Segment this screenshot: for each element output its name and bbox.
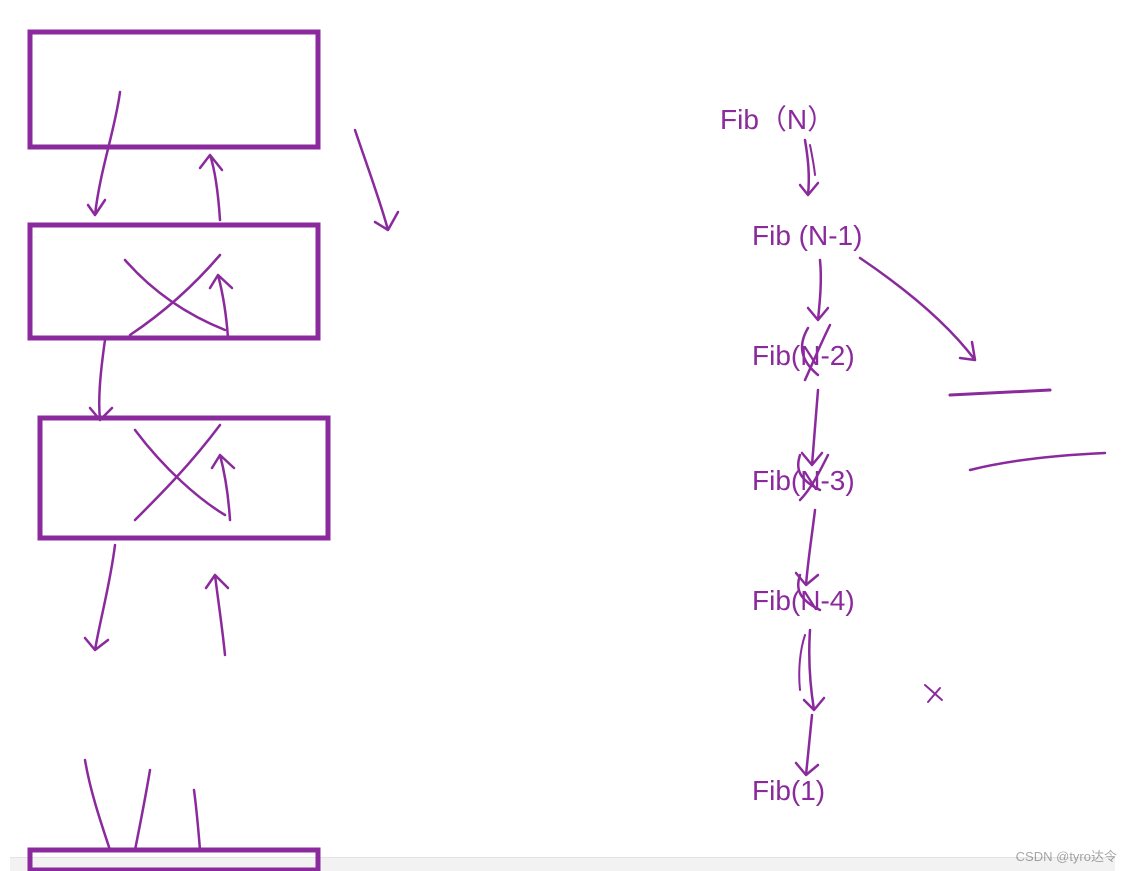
hand-stroke <box>85 760 110 850</box>
stack-frame-box <box>30 225 318 338</box>
fib-label: Fib(1) <box>752 775 825 807</box>
hand-stroke <box>950 390 1050 395</box>
stack-frame-box <box>40 418 328 538</box>
hand-stroke <box>808 260 828 320</box>
hand-stroke <box>802 390 822 465</box>
fib-label: Fib(N-2) <box>752 340 855 372</box>
hand-stroke <box>800 140 818 195</box>
hand-stroke <box>355 130 398 230</box>
hand-stroke <box>860 258 975 360</box>
hand-stroke <box>810 145 815 175</box>
hand-stroke <box>200 155 222 220</box>
hand-stroke <box>796 715 818 775</box>
hand-stroke <box>799 635 805 690</box>
hand-stroke <box>206 575 228 655</box>
hand-stroke <box>125 260 225 330</box>
fib-label: Fib（N） <box>720 98 835 138</box>
hand-stroke <box>194 790 200 850</box>
fib-label: Fib(N-4) <box>752 585 855 617</box>
hand-stroke <box>90 340 112 420</box>
hand-stroke <box>796 510 818 585</box>
stack-frame-box <box>30 32 318 147</box>
diagram-canvas <box>0 0 1125 871</box>
watermark: CSDN @tyro达令 <box>1016 846 1117 865</box>
fib-label: Fib(N-3) <box>752 465 855 497</box>
hand-stroke <box>135 770 150 850</box>
hand-stroke <box>804 630 824 710</box>
hand-stroke <box>925 685 942 702</box>
hand-stroke <box>85 545 115 650</box>
hand-stroke <box>88 92 120 215</box>
hand-stroke <box>970 453 1105 470</box>
stack-frame-box <box>30 850 318 870</box>
hand-stroke <box>135 425 220 520</box>
fib-label: Fib (N-1) <box>752 220 862 252</box>
